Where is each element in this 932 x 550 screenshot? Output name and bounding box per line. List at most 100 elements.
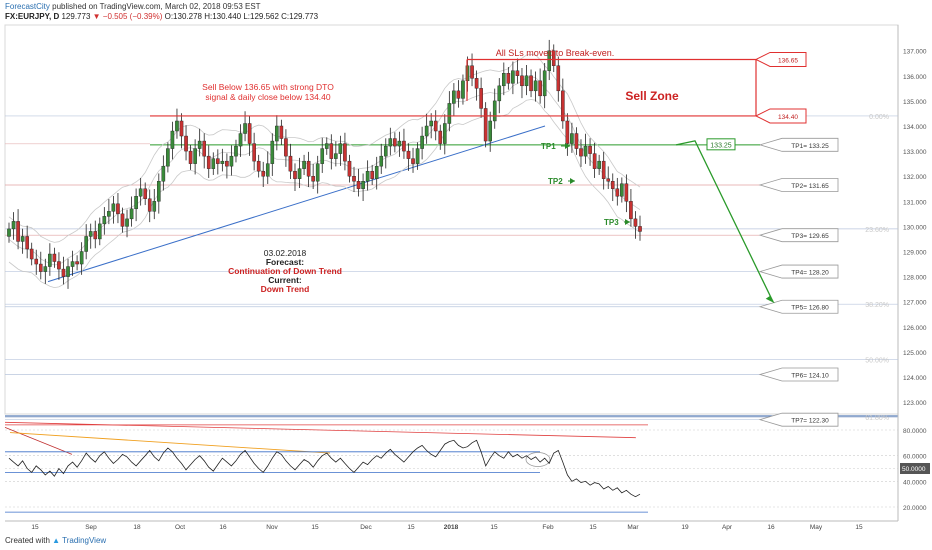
tradingview-logo-icon: ▲ (52, 536, 61, 545)
candle-body (43, 266, 48, 272)
current-value: Down Trend (261, 284, 310, 294)
candle-body (388, 138, 393, 147)
candle-body (370, 170, 374, 179)
candle-body (7, 228, 11, 237)
publisher-name[interactable]: ForecastCity (5, 2, 50, 11)
candle-body (97, 223, 102, 240)
tp-label: TP2= 131.65 (791, 183, 829, 190)
candle-body (538, 80, 542, 97)
candle-body (429, 120, 433, 127)
time-tick: 15 (490, 524, 498, 531)
candle-body (533, 80, 538, 92)
candle-body (511, 70, 515, 84)
candle-body (474, 78, 479, 89)
candle-body (438, 130, 443, 144)
candle-body (542, 70, 547, 97)
candle-body (406, 150, 411, 159)
price-tick: 126.000 (903, 325, 927, 332)
candle-body (483, 108, 488, 142)
candle-body (315, 163, 320, 182)
tp-label: TP6= 124.10 (791, 372, 829, 379)
price-change: ▼ −0.505 (−0.39%) (92, 12, 163, 21)
tp-arrow-label: TP2 (548, 177, 563, 186)
tp-label-box (758, 178, 839, 192)
candle-body (34, 258, 39, 265)
tradingview-link[interactable]: TradingView (62, 536, 107, 545)
candle-body (615, 188, 620, 197)
candle-body (583, 145, 588, 157)
time-tick: 19 (681, 524, 689, 531)
candle-body (25, 236, 29, 250)
uptrend-line (47, 125, 546, 283)
candle-body (447, 103, 452, 124)
envelope-mid (8, 76, 641, 266)
candle-body (302, 160, 306, 169)
candle-body (38, 263, 43, 272)
candle-body (170, 130, 175, 149)
projection-arrowhead (765, 295, 775, 304)
candle-body (138, 188, 143, 197)
candle-body (120, 213, 125, 227)
candle-body (356, 181, 361, 189)
candle-body (279, 125, 284, 139)
candle-body (547, 50, 552, 71)
candle-body (52, 253, 57, 262)
sell-zone-high-tag-box (754, 51, 807, 67)
projection-path (675, 140, 774, 302)
candle-body (334, 153, 338, 159)
fib-label: 50.00% (865, 357, 889, 364)
candle-body (338, 143, 343, 154)
price-tick: 132.000 (903, 174, 927, 181)
candle-body (179, 120, 184, 137)
candle-body (624, 183, 629, 202)
candle-body (415, 148, 420, 164)
created-with-label: Created with (5, 536, 50, 545)
candle-body (188, 150, 193, 164)
candle-body (147, 198, 152, 212)
time-tick: 15 (855, 524, 863, 531)
candle-body (166, 148, 170, 167)
sell-note-line-2: signal & daily close below 134.40 (205, 92, 330, 102)
symbol-info: FX:EURJPY, D 129.773 ▼ −0.505 (−0.39%) O… (5, 12, 318, 21)
fib-label: 23.60% (865, 227, 889, 234)
candle-body (311, 175, 315, 182)
published-text: published on TradingView.com, March 02, … (52, 2, 261, 11)
candle-body (116, 203, 120, 215)
candle-body (347, 160, 352, 177)
price-tick: 135.000 (903, 99, 927, 106)
candle-body (256, 160, 261, 172)
candle-body (601, 160, 606, 179)
price-tick: 124.000 (903, 375, 927, 382)
candle-body (29, 248, 34, 260)
time-tick: Feb (542, 524, 554, 531)
candle-body (470, 65, 474, 79)
tp-arrowhead (565, 143, 570, 149)
candle-body (383, 145, 388, 157)
candle-body (556, 65, 561, 92)
candle-body (592, 153, 597, 169)
ohlc-values: O:130.278 H:130.440 L:129.562 C:129.773 (164, 12, 319, 21)
candle-body (229, 155, 234, 167)
current-label: Current: (268, 275, 302, 285)
candle-body (48, 253, 52, 267)
candle-body (420, 135, 424, 149)
candle-body (184, 135, 188, 152)
time-tick: 18 (133, 524, 141, 531)
time-tick: Dec (360, 524, 372, 531)
publish-info: ForecastCity published on TradingView.co… (5, 2, 261, 11)
candle-body (211, 158, 216, 169)
candle-body (57, 261, 61, 270)
fib-label: 38.20% (865, 302, 889, 309)
price-tick: 134.000 (903, 124, 927, 131)
time-tick: 16 (219, 524, 227, 531)
time-tick: 2018 (444, 524, 459, 531)
tp-label: TP7= 122.30 (791, 418, 829, 425)
osc-tick: 40.0000 (903, 479, 927, 486)
candle-body (433, 120, 438, 132)
candle-body (16, 221, 20, 242)
candle-body (565, 120, 570, 144)
price-tick: 137.000 (903, 49, 927, 56)
time-tick: 15 (311, 524, 319, 531)
candle-body (125, 218, 129, 227)
